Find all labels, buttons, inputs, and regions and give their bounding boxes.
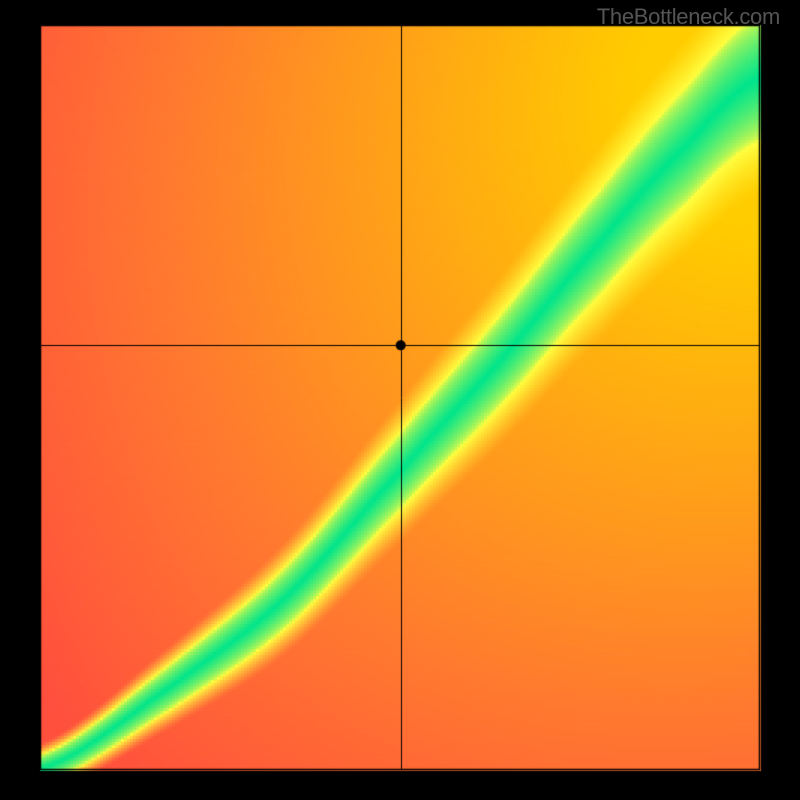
bottleneck-heatmap-canvas (0, 0, 800, 800)
attribution-text: TheBottleneck.com (597, 4, 780, 30)
chart-root: { "attribution": { "text": "TheBottlenec… (0, 0, 800, 800)
